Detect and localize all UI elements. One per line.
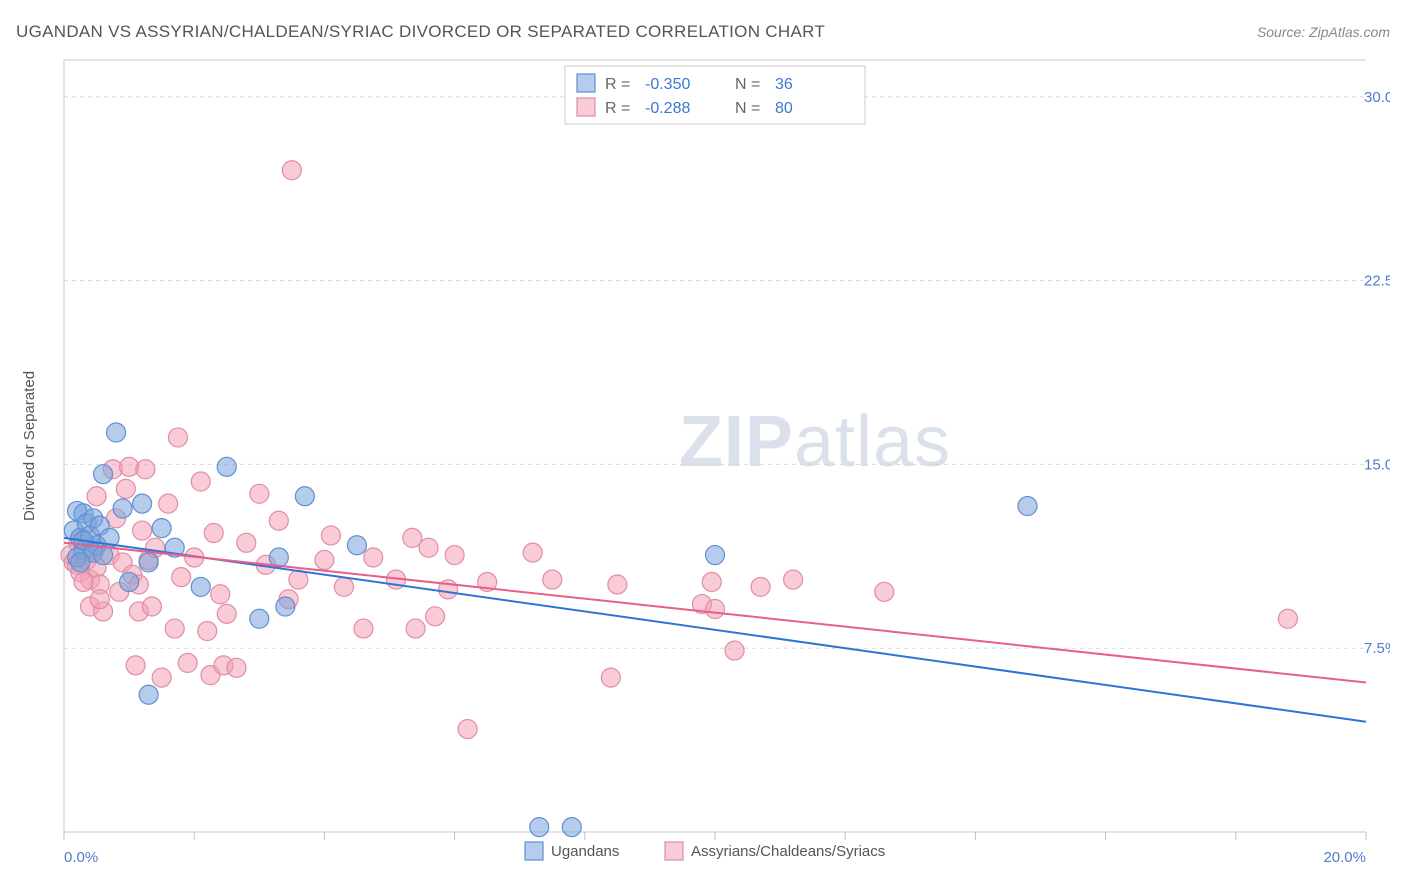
stat-r-label: R = [605, 100, 630, 117]
data-point-blue [562, 818, 581, 837]
data-point-blue [107, 423, 126, 442]
data-point-pink [178, 653, 197, 672]
data-point-pink [191, 472, 210, 491]
data-point-pink [204, 524, 223, 543]
data-point-pink [142, 597, 161, 616]
data-point-pink [419, 538, 438, 557]
data-point-pink [152, 668, 171, 687]
data-point-blue [94, 465, 113, 484]
data-point-pink [133, 521, 152, 540]
data-point-blue [217, 457, 236, 476]
data-point-pink [601, 668, 620, 687]
data-point-pink [458, 720, 477, 739]
data-point-pink [725, 641, 744, 660]
data-point-pink [702, 573, 721, 592]
data-point-blue [113, 499, 132, 518]
legend-swatch-blue-icon [525, 842, 543, 860]
data-point-blue [71, 553, 90, 572]
data-point-pink [406, 619, 425, 638]
data-point-pink [74, 573, 93, 592]
y-tick-label: 7.5% [1364, 640, 1390, 657]
data-point-pink [250, 484, 269, 503]
data-point-blue [139, 553, 158, 572]
data-point-pink [543, 570, 562, 589]
data-point-pink [126, 656, 145, 675]
data-point-pink [116, 479, 135, 498]
data-point-pink [165, 619, 184, 638]
data-point-pink [751, 577, 770, 596]
data-point-pink [90, 590, 109, 609]
data-point-pink [784, 570, 803, 589]
scatter-chart: 7.5% 15.0% 22.5% 30.0% 0.0% 20.0% ZIPatlas Divo… [16, 52, 1390, 880]
data-point-blue [152, 519, 171, 538]
data-point-blue [191, 577, 210, 596]
data-point-pink [1278, 609, 1297, 628]
data-point-pink [315, 550, 334, 569]
data-point-pink [172, 568, 191, 587]
data-point-pink [706, 599, 725, 618]
stat-n-value: 80 [775, 100, 793, 117]
data-point-pink [282, 161, 301, 180]
data-point-blue [706, 546, 725, 565]
data-point-pink [237, 533, 256, 552]
x-max-label: 20.0% [1323, 849, 1366, 866]
data-point-blue [295, 487, 314, 506]
data-point-pink [321, 526, 340, 545]
data-point-blue [133, 494, 152, 513]
stat-n-label: N = [735, 100, 760, 117]
swatch-pink-icon [577, 98, 595, 116]
data-point-pink [426, 607, 445, 626]
source-label: Source: ZipAtlas.com [1257, 24, 1390, 40]
data-point-pink [227, 658, 246, 677]
data-point-blue [1018, 497, 1037, 516]
legend-label-pink: Assyrians/Chaldeans/Syriacs [691, 843, 885, 860]
trend-line-blue [64, 538, 1366, 722]
swatch-blue-icon [577, 74, 595, 92]
data-point-pink [403, 528, 422, 547]
data-point-pink [87, 487, 106, 506]
data-point-pink [168, 428, 187, 447]
data-point-pink [159, 494, 178, 513]
data-point-pink [364, 548, 383, 567]
data-point-pink [354, 619, 373, 638]
data-point-pink [445, 546, 464, 565]
y-axis-title: Divorced or Separated [21, 371, 38, 521]
stat-n-label: N = [735, 76, 760, 93]
data-point-pink [136, 460, 155, 479]
y-tick-label: 30.0% [1364, 89, 1390, 106]
data-point-pink [608, 575, 627, 594]
chart-area: 7.5% 15.0% 22.5% 30.0% 0.0% 20.0% ZIPatlas Divo… [16, 52, 1390, 880]
data-point-pink [217, 604, 236, 623]
stat-r-value: -0.350 [645, 76, 690, 93]
data-point-pink [334, 577, 353, 596]
y-tick-label: 15.0% [1364, 456, 1390, 473]
data-point-pink [211, 585, 230, 604]
data-point-blue [276, 597, 295, 616]
data-point-blue [530, 818, 549, 837]
data-point-blue [347, 536, 366, 555]
data-point-pink [198, 622, 217, 641]
y-tick-label: 22.5% [1364, 273, 1390, 290]
data-point-pink [269, 511, 288, 530]
x-min-label: 0.0% [64, 849, 98, 866]
legend-label-blue: Ugandans [551, 843, 619, 860]
watermark: ZIPatlas [679, 402, 951, 482]
legend-swatch-pink-icon [665, 842, 683, 860]
stat-n-value: 36 [775, 76, 793, 93]
data-point-pink [523, 543, 542, 562]
stat-r-value: -0.288 [645, 100, 690, 117]
stat-r-label: R = [605, 76, 630, 93]
chart-title: UGANDAN VS ASSYRIAN/CHALDEAN/SYRIAC DIVO… [16, 22, 825, 42]
data-point-blue [139, 685, 158, 704]
data-point-blue [250, 609, 269, 628]
data-point-pink [875, 582, 894, 601]
data-point-blue [120, 573, 139, 592]
